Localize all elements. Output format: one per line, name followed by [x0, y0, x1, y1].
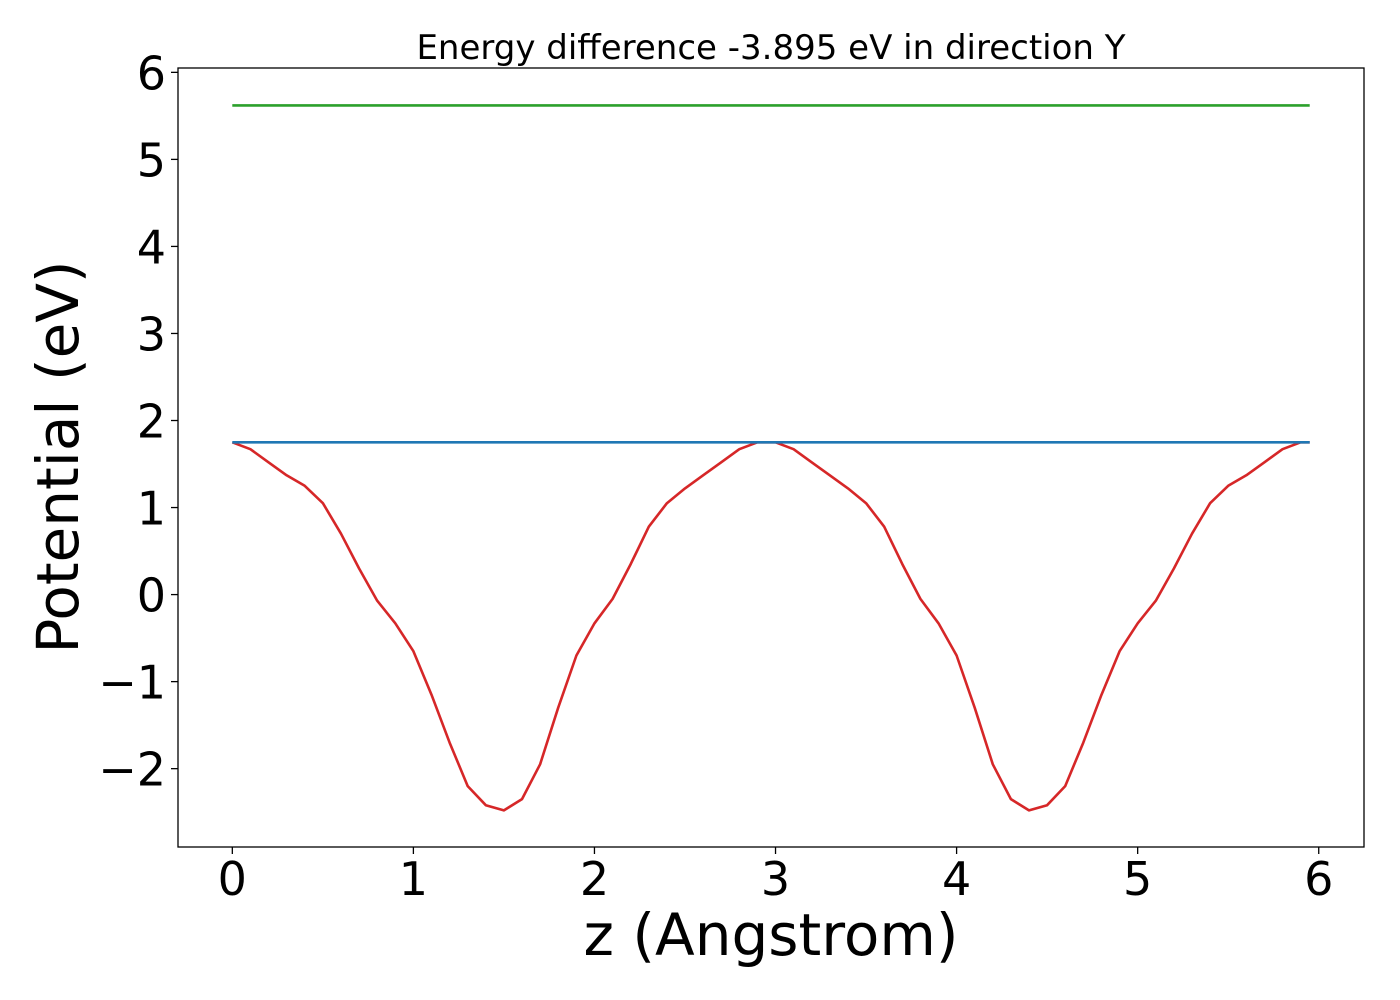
y-tick-label: −1: [98, 656, 166, 710]
y-tick-label: 2: [137, 395, 166, 449]
x-tick-label: 3: [761, 852, 790, 906]
x-tick-label: 6: [1304, 852, 1333, 906]
x-tick-label: 0: [218, 852, 247, 906]
y-tick-label: 0: [137, 569, 166, 623]
y-axis-ticks: −2 −1 0 1 2 3 4 5 6: [98, 46, 178, 797]
y-tick-label: 1: [137, 482, 166, 536]
y-tick-label: 3: [137, 307, 166, 361]
chart-title: Energy difference -3.895 eV in direction…: [416, 28, 1125, 68]
series-layer: [231, 104, 1310, 812]
x-tick-label: 2: [580, 852, 609, 906]
y-tick-label: 4: [137, 220, 166, 274]
axes-frame: [177, 67, 1365, 848]
y-axis-label: Potential (eV): [24, 260, 92, 653]
x-axis-label: z (Angstrom): [584, 901, 959, 969]
y-tick-label: 6: [137, 46, 166, 100]
x-tick-label: 1: [399, 852, 428, 906]
y-tick-label: −2: [98, 743, 166, 797]
x-tick-label: 5: [1123, 852, 1152, 906]
x-tick-label: 4: [942, 852, 971, 906]
plot-area: 0 1 2 3 4 5 6 −2 −1 0 1 2 3 4 5 6: [98, 46, 1365, 906]
y-tick-label: 5: [137, 133, 166, 187]
x-axis-ticks: 0 1 2 3 4 5 6: [218, 847, 1333, 906]
